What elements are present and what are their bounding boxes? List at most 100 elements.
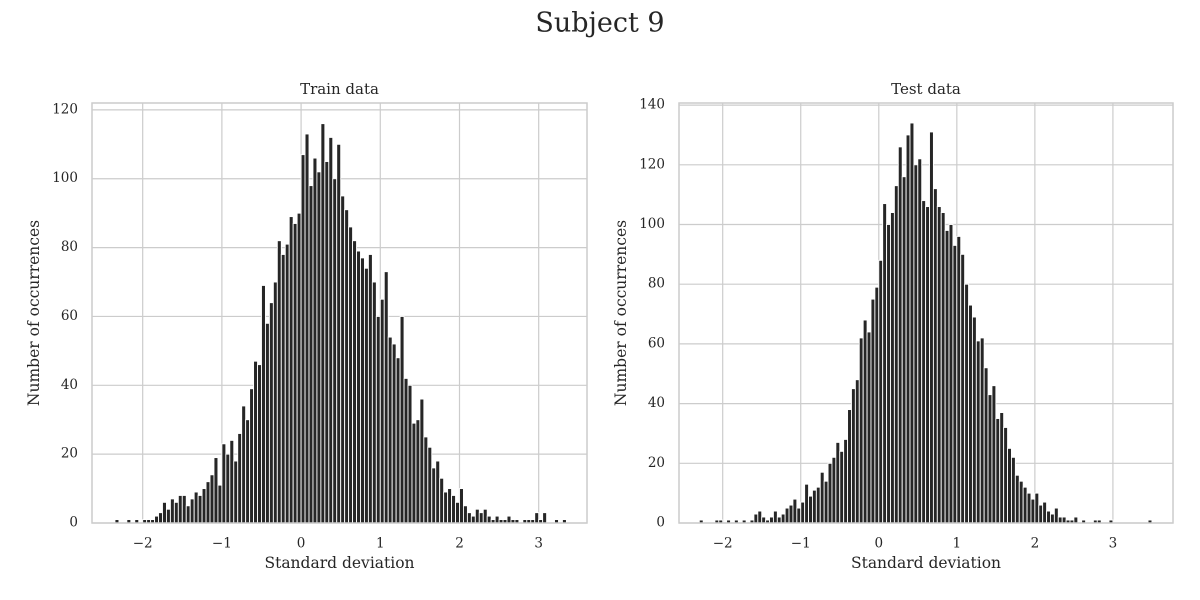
histogram-bar bbox=[154, 515, 159, 524]
histogram-bar bbox=[312, 157, 318, 524]
histogram-bar bbox=[177, 495, 183, 524]
histogram-bar bbox=[1038, 504, 1044, 524]
y-tick-label: 80 bbox=[61, 239, 78, 255]
histogram-bar bbox=[534, 512, 540, 524]
histogram-bar bbox=[443, 491, 449, 524]
histogram-bar bbox=[1018, 480, 1024, 524]
histogram-bar bbox=[423, 436, 429, 524]
histogram-bar bbox=[897, 146, 903, 524]
subplot: −2 −1 0 1 2 3 0 20 40 60 80 100 120 Train data Standar… bbox=[25, 80, 588, 572]
histogram-bar bbox=[371, 281, 377, 524]
histogram-bar bbox=[494, 515, 500, 524]
histogram-bar bbox=[213, 457, 219, 524]
histogram-bar bbox=[1003, 427, 1009, 524]
histogram-bar bbox=[866, 331, 872, 524]
histogram-bar bbox=[776, 516, 782, 524]
histogram-bar bbox=[447, 488, 453, 524]
histogram-bar bbox=[987, 394, 993, 524]
histogram-bar bbox=[292, 223, 298, 524]
histogram-bar bbox=[757, 510, 763, 524]
histogram-bar bbox=[336, 143, 342, 524]
histogram-bar bbox=[874, 286, 880, 524]
histogram-bar bbox=[320, 123, 326, 524]
histogram-bar bbox=[205, 481, 211, 524]
histogram-bar bbox=[808, 495, 813, 524]
plot-frame bbox=[678, 102, 1174, 524]
histogram-bar bbox=[383, 271, 389, 524]
histogram-bar bbox=[169, 498, 175, 524]
histogram-bar bbox=[245, 419, 251, 524]
histogram-bar bbox=[158, 512, 163, 524]
y-tick-label: 80 bbox=[648, 276, 665, 292]
histogram-bar bbox=[399, 315, 405, 524]
x-tick-label: −2 bbox=[133, 536, 153, 552]
histogram-bar bbox=[886, 224, 891, 524]
y-tick-label: 60 bbox=[61, 308, 78, 324]
histogram-bar bbox=[909, 122, 915, 524]
histogram-bar bbox=[1073, 516, 1079, 524]
histogram-bar bbox=[360, 257, 365, 524]
y-tick-label: 20 bbox=[648, 455, 665, 471]
histogram-bar bbox=[948, 224, 954, 524]
histogram-bar bbox=[1042, 501, 1048, 524]
histogram-bar bbox=[296, 212, 302, 524]
histogram-bar bbox=[300, 154, 306, 524]
histogram-bar bbox=[995, 418, 1001, 524]
subplot-title: Train data bbox=[300, 80, 379, 98]
x-tick-label: 3 bbox=[1109, 536, 1118, 552]
histogram-bar bbox=[956, 235, 962, 524]
histogram-bar bbox=[261, 285, 266, 524]
histogram-bar bbox=[858, 337, 864, 524]
histogram-bar bbox=[237, 433, 243, 524]
subplot: −2 −1 0 1 2 3 0 20 40 60 80 100 120 140 Test data Stand… bbox=[612, 80, 1174, 572]
histogram-bar bbox=[470, 515, 476, 524]
histogram-bar bbox=[1034, 492, 1040, 524]
histogram-bar bbox=[1057, 516, 1063, 524]
histogram-bar bbox=[427, 446, 433, 524]
histogram-bar bbox=[1022, 486, 1028, 524]
histogram-bar bbox=[851, 388, 856, 524]
histogram-bar bbox=[324, 161, 330, 524]
histogram-bar bbox=[804, 483, 809, 524]
y-tick-label: 140 bbox=[639, 97, 665, 113]
histogram-bar bbox=[936, 206, 942, 524]
histogram-bar bbox=[288, 216, 294, 524]
histogram-bar bbox=[835, 441, 841, 524]
histogram-bar bbox=[761, 516, 767, 524]
histogram-bar bbox=[815, 486, 821, 524]
histogram-bar bbox=[185, 505, 191, 524]
x-tick-label: 0 bbox=[874, 536, 883, 552]
histogram-bar bbox=[304, 133, 310, 524]
histogram-bar bbox=[328, 136, 334, 524]
histogram-bar bbox=[839, 450, 845, 524]
histogram-bar bbox=[249, 388, 255, 524]
histogram-bar bbox=[253, 360, 258, 524]
histogram-bar bbox=[435, 460, 441, 524]
histogram-bar bbox=[459, 488, 464, 524]
histogram-bar bbox=[391, 343, 397, 524]
histogram-bar bbox=[264, 322, 270, 524]
histogram-bar bbox=[913, 164, 919, 524]
histogram-bar bbox=[827, 462, 833, 524]
histogram-bar bbox=[276, 240, 282, 524]
histogram-bar bbox=[788, 504, 794, 524]
y-tick-label: 60 bbox=[648, 335, 665, 351]
histogram-bar bbox=[379, 298, 385, 524]
histogram-bar bbox=[173, 501, 179, 524]
histogram-bar bbox=[348, 226, 354, 524]
histogram-bar bbox=[229, 439, 235, 524]
histogram-bar bbox=[387, 336, 393, 524]
histogram-bar bbox=[455, 501, 460, 524]
histogram-bar bbox=[506, 515, 512, 524]
histogram-bar bbox=[367, 254, 373, 524]
histogram-bar bbox=[882, 203, 888, 524]
histogram-bar bbox=[478, 512, 484, 524]
histogram-bar bbox=[1046, 510, 1051, 524]
histogram-bar bbox=[233, 460, 239, 524]
histogram-bar bbox=[1050, 513, 1055, 524]
x-tick-label: 3 bbox=[534, 536, 543, 552]
histogram-bar bbox=[847, 409, 852, 524]
histogram-bar bbox=[843, 438, 849, 524]
y-axis-label: Number of occurrences bbox=[25, 220, 43, 406]
histogram-bar bbox=[901, 176, 907, 524]
